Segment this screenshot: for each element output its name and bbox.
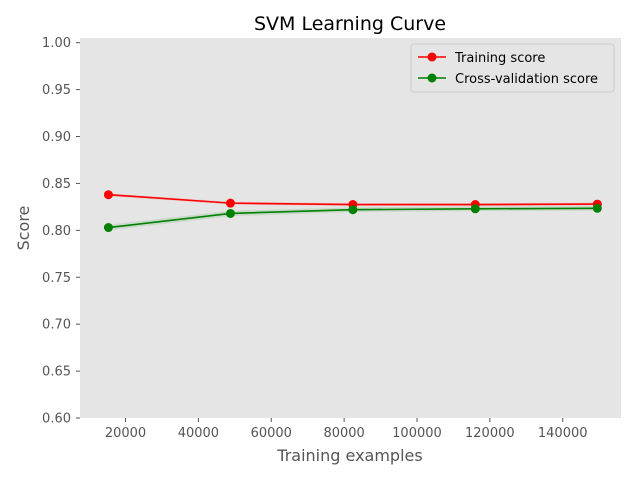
x-axis-label: Training examples <box>276 446 422 465</box>
data-point-training <box>225 198 235 208</box>
legend-box <box>410 43 615 93</box>
data-point-cv <box>348 205 358 215</box>
y-tick-label: 0.75 <box>42 271 71 286</box>
plot-background <box>80 38 621 418</box>
x-tick-label: 100000 <box>392 426 442 441</box>
data-point-cv <box>225 208 235 218</box>
data-point-cv <box>592 203 602 213</box>
y-tick-label: 0.85 <box>42 177 71 192</box>
y-tick-label: 0.95 <box>42 83 71 98</box>
legend-label-cv: Cross-validation score <box>455 72 598 87</box>
x-tick-label: 120000 <box>465 426 515 441</box>
x-tick-label: 80000 <box>323 426 364 441</box>
x-tick-label: 40000 <box>178 426 219 441</box>
x-tick-label: 20000 <box>105 426 146 441</box>
data-point-cv <box>103 223 113 233</box>
x-tick-label: 60000 <box>251 426 292 441</box>
y-axis-label: Score <box>14 206 33 251</box>
y-axis-ticks: 0.60 0.65 0.70 0.75 0.80 0.85 0.90 0.95 1.00 <box>42 36 80 427</box>
chart-title: SVM Learning Curve <box>254 13 446 35</box>
y-tick-label: 0.90 <box>42 130 71 145</box>
y-tick-label: 0.60 <box>42 412 71 427</box>
y-tick-label: 1.00 <box>42 36 71 51</box>
legend-marker-training <box>427 52 437 62</box>
series-points <box>103 190 602 233</box>
x-tick-label: 140000 <box>538 426 588 441</box>
y-tick-label: 0.70 <box>42 318 71 333</box>
data-point-training <box>103 190 113 200</box>
y-tick-label: 0.80 <box>42 224 71 239</box>
legend-marker-cv <box>427 73 437 83</box>
y-tick-label: 0.65 <box>42 365 71 380</box>
data-point-cv <box>470 204 480 214</box>
legend: Training score Cross-validation score <box>410 43 615 93</box>
legend-label-training: Training score <box>454 51 545 66</box>
x-axis-ticks: 20000 40000 60000 80000 100000 120000 140000 <box>105 418 588 441</box>
